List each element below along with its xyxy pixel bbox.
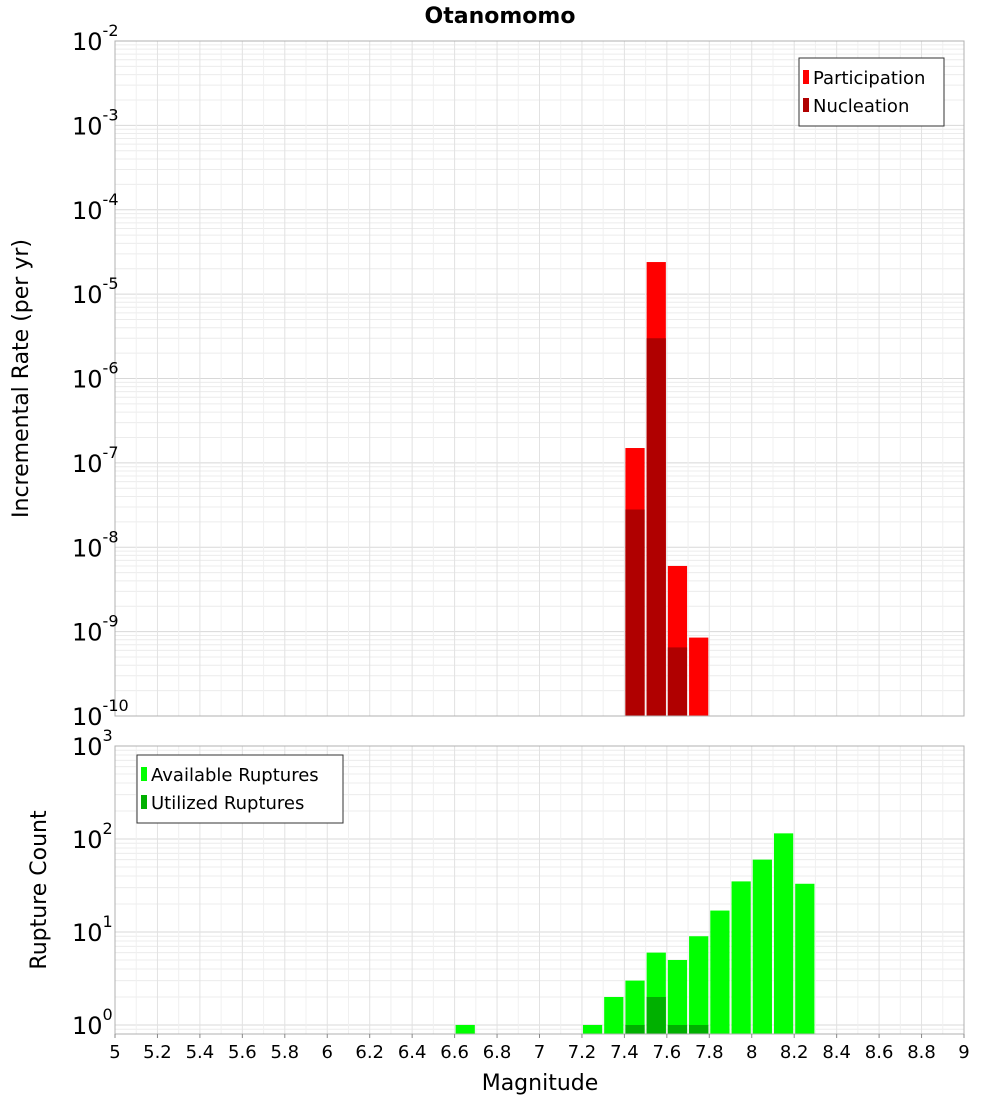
y-axis-label: Rupture Count <box>27 810 52 970</box>
y-tick-label: 10-9 <box>72 612 119 647</box>
y-tick-label: 10-5 <box>72 274 119 309</box>
x-tick-label: 5.6 <box>228 1042 257 1063</box>
legend: Available Ruptures Utilized Ruptures <box>136 754 344 824</box>
y-tick-label: 100 <box>72 1005 113 1040</box>
x-tick-label: 7 <box>534 1042 545 1063</box>
panel-rupture-count: 100 101 102 103 Rupture Count Available Ruptu… <box>27 726 970 1063</box>
bar <box>731 881 751 1034</box>
bar <box>667 1024 688 1034</box>
legend-swatch <box>803 98 809 112</box>
x-tick-label: 6.2 <box>355 1042 384 1063</box>
bar <box>625 1024 645 1034</box>
bar <box>625 509 645 716</box>
x-tick-label: 6 <box>322 1042 333 1063</box>
x-tick-label: 5.2 <box>143 1042 172 1063</box>
bar <box>710 910 730 1034</box>
x-tick-label: 8.6 <box>865 1042 894 1063</box>
y-tick-label: 10-7 <box>72 443 119 478</box>
bar <box>646 338 666 716</box>
legend-swatch <box>141 795 147 809</box>
y-tick-label: 10-8 <box>72 527 119 562</box>
bar <box>625 980 645 1034</box>
x-tick-label: 8.2 <box>780 1042 809 1063</box>
y-axis-label: Incremental Rate (per yr) <box>9 239 34 518</box>
x-tick-label: 9 <box>958 1042 969 1063</box>
bar <box>455 1024 475 1034</box>
y-tick-label: 102 <box>72 819 113 854</box>
x-tick-label: 8 <box>746 1042 757 1063</box>
chart-title: Otanomomo <box>425 4 576 29</box>
bar <box>604 996 624 1034</box>
x-tick-label: 7.2 <box>568 1042 597 1063</box>
y-tick-label: 10-10 <box>72 696 129 731</box>
y-tick-label: 10-6 <box>72 359 119 394</box>
panel-incremental-rate: 10-10 10-9 10-8 10-7 10-6 10-5 10-4 10-3 10-2 Inc… <box>9 21 965 731</box>
x-tick-label: 7.4 <box>610 1042 639 1063</box>
legend-label: Utilized Ruptures <box>151 793 304 814</box>
plot-frame <box>114 40 965 717</box>
bar <box>689 1024 709 1034</box>
y-tick-label: 10-3 <box>72 105 119 140</box>
legend-label: Available Ruptures <box>151 765 319 786</box>
x-tick-label: 7.6 <box>653 1042 682 1063</box>
x-tick-label: 5.4 <box>186 1042 215 1063</box>
bar <box>752 859 772 1034</box>
legend-box <box>136 754 344 824</box>
bar <box>667 959 688 1034</box>
x-tick-labels: 5 5.2 5.4 5.6 5.8 6 6.2 6.4 6.6 6.8 7 7.2 7.4 7.6 7.8 8… <box>109 1034 970 1063</box>
bar <box>689 936 709 1034</box>
legend-swatch <box>803 70 809 84</box>
bar <box>773 833 794 1034</box>
legend-label: Participation <box>813 68 925 89</box>
x-tick-label: 6.6 <box>440 1042 469 1063</box>
x-tick-label: 8.4 <box>822 1042 851 1063</box>
bar <box>582 1024 603 1034</box>
y-tick-label: 10-2 <box>72 21 119 56</box>
y-tick-label: 103 <box>72 726 113 761</box>
y-tick-label: 10-4 <box>72 190 119 225</box>
bar <box>689 637 709 716</box>
legend-box <box>798 57 945 127</box>
x-axis-label: Magnitude <box>482 1071 599 1096</box>
x-tick-label: 7.8 <box>695 1042 724 1063</box>
y-tick-label: 101 <box>72 912 113 947</box>
x-tick-label: 5.8 <box>270 1042 299 1063</box>
bar <box>646 996 666 1034</box>
x-tick-label: 5 <box>109 1042 120 1063</box>
series-nucleation <box>625 338 688 716</box>
series-utilized-ruptures <box>625 996 709 1034</box>
legend-label: Nucleation <box>813 96 909 117</box>
bar <box>667 647 688 716</box>
grid-lines <box>114 40 965 717</box>
x-tick-label: 6.8 <box>483 1042 512 1063</box>
x-tick-label: 8.8 <box>907 1042 936 1063</box>
legend: Participation Nucleation <box>798 57 945 127</box>
bar <box>795 883 815 1034</box>
x-tick-label: 6.4 <box>398 1042 427 1063</box>
legend-swatch <box>141 767 147 781</box>
